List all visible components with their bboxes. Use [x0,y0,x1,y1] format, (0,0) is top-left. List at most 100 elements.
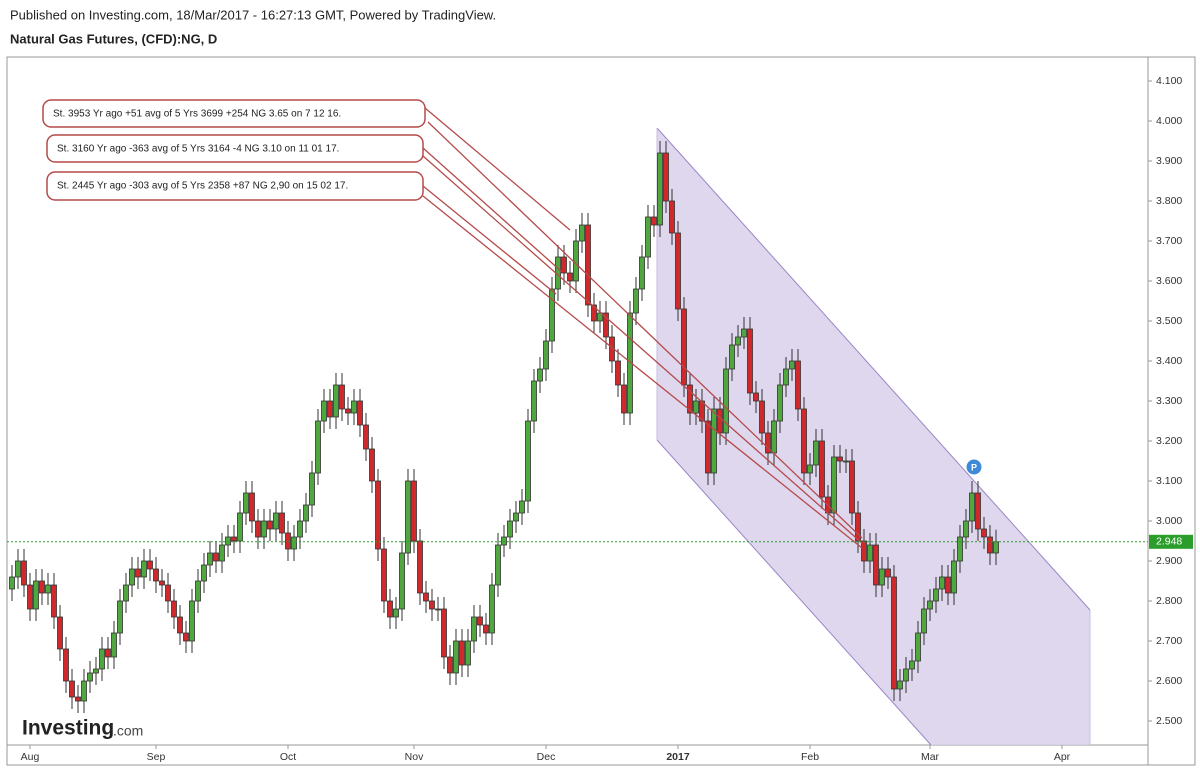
candle-body [15,560,21,578]
connector [422,185,557,295]
candle-body [423,592,429,602]
candle-body [213,552,219,562]
candle-body [843,460,849,463]
candle-body [141,560,147,578]
y-tick-label: 3.600 [1156,275,1182,287]
y-tick-label: 3.100 [1156,475,1182,487]
candle-body [507,520,513,538]
y-tick-label: 2.800 [1156,595,1182,607]
candle-body [687,384,693,414]
candle-body [963,520,969,538]
candle-body [471,616,477,642]
candle-body [399,552,405,610]
candle-body [921,608,927,634]
logo-suffix: .com [113,723,143,739]
candle-body [267,520,273,530]
candle-body [189,600,195,642]
candle-body [201,564,207,582]
annotation-box [46,171,424,201]
candle-body [159,580,165,586]
candle-body [87,672,93,682]
y-tick-label: 2.600 [1156,675,1182,687]
candle-body [105,648,111,658]
candle-body [81,680,87,702]
x-tick-label: Dec [537,751,556,763]
candle-body [75,696,81,702]
candle-body [759,400,765,434]
candle-body [309,472,315,506]
y-tick-label: 4.000 [1156,115,1182,127]
candle-body [849,460,855,514]
annotation-box [42,99,426,128]
candle-body [219,544,225,562]
candle-body [909,660,915,670]
candle-body [681,308,687,386]
candle-body [645,216,651,258]
candle-body [537,368,543,382]
candle-body [879,568,885,586]
candle-body [351,400,357,414]
candle-body [729,344,735,370]
annotation-connectors [422,107,863,549]
candle-body [789,360,795,370]
candle-body [549,288,555,342]
candle-body [453,640,459,674]
candle-body [621,384,627,414]
x-tick-label: Aug [21,751,40,763]
candle-body [447,656,453,674]
candle-body [771,420,777,454]
candle-body [345,408,351,414]
y-tick-label: 2.500 [1156,715,1182,727]
candle-body [291,536,297,550]
candle-body [405,480,411,554]
candle-body [657,152,663,226]
marker-label: P [971,462,977,472]
candle-body [183,632,189,642]
x-tick-label: Nov [405,751,424,763]
channel-lower [656,439,932,746]
candle-body [321,400,327,422]
y-tick-label: 3.400 [1156,355,1182,367]
y-tick-label: 2.900 [1156,555,1182,567]
candle-body [783,368,789,386]
candle-body [519,500,525,514]
candle-body [525,420,531,502]
y-tick-label: 2.700 [1156,635,1182,647]
candle-body [933,588,939,602]
candle-body [303,504,309,522]
annotation-box [46,134,424,163]
candle-body [651,216,657,226]
published-line: Published on Investing.com, 18/Mar/2017 … [10,7,496,22]
candle-body [495,544,501,586]
candle-body [951,560,957,594]
candle-body [123,584,129,602]
candle-body [801,408,807,474]
candle-body [831,456,837,514]
candle-body [135,568,141,578]
candle-body [327,400,333,418]
candle-body [177,616,183,634]
candle-body [375,480,381,550]
candle-body [69,680,75,698]
candle-body [117,600,123,634]
y-tick-label: 3.800 [1156,195,1182,207]
candle-body [465,640,471,666]
candle-body [795,360,801,410]
candle-body [207,552,213,566]
candle-body [459,640,465,666]
candle-body [747,328,753,394]
connector [422,195,863,549]
candle-body [633,288,639,314]
candle-body [993,541,999,554]
candle-body [723,368,729,434]
x-tick-label: Mar [921,751,940,763]
candle-body [243,492,249,514]
candle-body [39,580,45,594]
candle-body [585,224,591,306]
candle-body [27,584,33,610]
candle-body [981,528,987,538]
candle-body [513,512,519,522]
candle-body [339,384,345,410]
y-tick-label: 3.300 [1156,395,1182,407]
y-tick-label: 3.000 [1156,515,1182,527]
